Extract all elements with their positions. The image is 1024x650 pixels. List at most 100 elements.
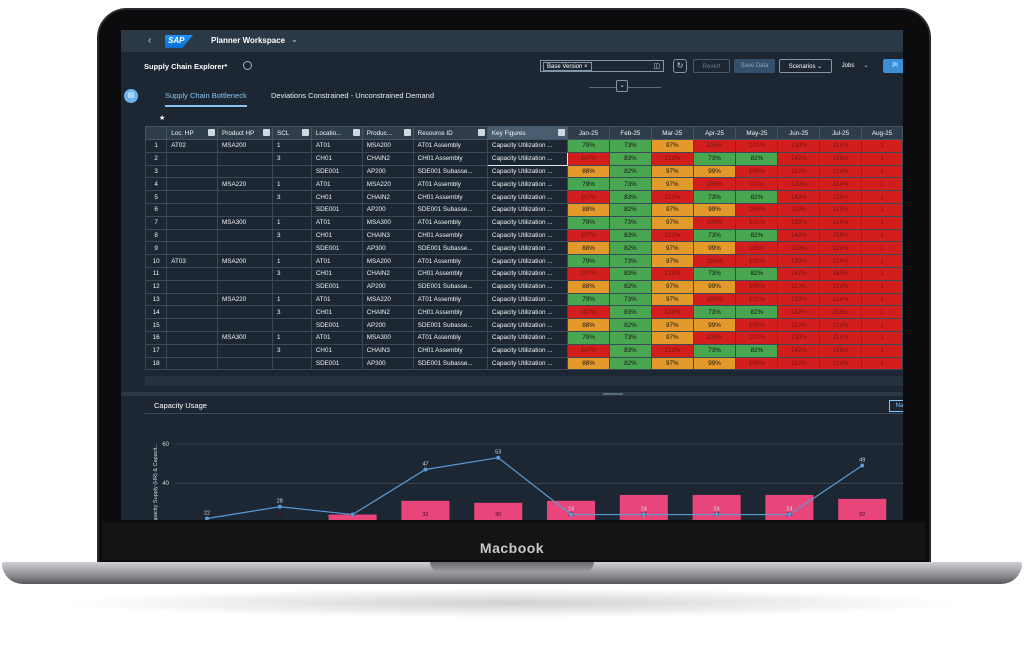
month-value-cell[interactable]: 101% [735, 139, 779, 153]
product-hp-cell[interactable]: MSA220 [217, 177, 274, 192]
month-value-cell[interactable]: 99% [692, 241, 737, 256]
refresh-button[interactable]: ↻ [673, 59, 687, 73]
scl-cell[interactable]: 1 [272, 292, 312, 307]
resource-cell[interactable]: SDE001 Subasse... [412, 202, 488, 217]
month-value-cell[interactable]: 73% [692, 343, 737, 358]
location-cell[interactable]: AT01 [310, 139, 363, 153]
scl-cell[interactable]: 1 [272, 254, 312, 268]
month-value-cell[interactable]: 1 [860, 356, 903, 371]
resource-cell[interactable]: AT01 Assembly [412, 177, 488, 192]
location-cell[interactable]: CH01 [310, 343, 363, 358]
month-value-cell[interactable]: 1 [860, 330, 903, 345]
month-value-cell[interactable]: 122% [650, 190, 694, 204]
location-cell[interactable]: CH01 [310, 151, 363, 166]
month-value-cell[interactable]: 107% [567, 343, 610, 358]
location-cell[interactable]: SDE001 [310, 279, 363, 294]
month-value-cell[interactable]: 101% [735, 330, 779, 345]
table-row[interactable]: 18 SDE001 AP300 SDE001 Subasse... Capacity U… [145, 356, 903, 371]
table-row[interactable]: 13 MSA220 1 AT01 MSA220 AT01 Assembly Capacity… [145, 292, 903, 307]
scl-cell[interactable]: 3 [272, 190, 312, 204]
product-hp-cell[interactable] [217, 305, 274, 320]
month-value-cell[interactable]: 107% [567, 190, 610, 204]
month-value-cell[interactable]: 1 [860, 305, 903, 320]
key-figure-cell[interactable]: Capacity Utilization ... [486, 190, 569, 204]
month-value-cell[interactable]: 1 [860, 202, 903, 217]
product-hp-cell[interactable]: MSA200 [217, 139, 274, 153]
resource-cell[interactable]: AT01 Assembly [412, 292, 488, 307]
product-hp-cell[interactable]: MSA300 [217, 215, 274, 230]
save-data-button[interactable]: Save Data [734, 59, 775, 73]
key-figure-cell[interactable]: Capacity Utilization ... [486, 164, 569, 179]
product-cell[interactable]: CHAIN2 [361, 190, 414, 204]
table-row[interactable]: 1 AT02 MSA200 1 AT01 MSA200 AT01 Assembly Capac… [145, 139, 903, 153]
product-cell[interactable]: CHAIN2 [361, 266, 414, 281]
month-value-cell[interactable]: 97% [650, 177, 694, 192]
table-row[interactable]: 15 SDE001 AP200 SDE001 Subasse... Capacity U… [145, 318, 903, 332]
month-value-cell[interactable]: 101% [735, 292, 779, 307]
tab-supply-chain-bottleneck[interactable]: Supply Chain Bottleneck [165, 91, 247, 107]
location-cell[interactable]: AT01 [310, 254, 363, 268]
back-chevron-icon[interactable]: ‹ [148, 35, 152, 46]
key-figure-cell[interactable]: Capacity Utilization ... [486, 139, 569, 153]
month-value-cell[interactable]: 73% [608, 292, 652, 307]
month-value-cell[interactable]: 142% [777, 228, 821, 243]
table-row[interactable]: 8 3 CH01 CHAIN3 CH01 Assembly Capacity Utiliz… [145, 228, 903, 243]
table-row[interactable]: 6 SDE001 AP200 SDE001 Subasse... Capacity Ut… [145, 202, 903, 217]
month-value-cell[interactable]: 82% [735, 305, 779, 320]
product-cell[interactable]: AP200 [361, 279, 414, 294]
product-cell[interactable]: AP300 [361, 241, 414, 256]
month-value-cell[interactable]: 119% [819, 356, 862, 371]
key-figure-cell[interactable]: Capacity Utilization ... [486, 254, 569, 268]
month-value-cell[interactable]: 142% [777, 190, 821, 204]
column-header[interactable]: Locatio... [310, 126, 363, 140]
month-value-cell[interactable]: 99% [692, 356, 737, 371]
month-value-cell[interactable]: 73% [608, 215, 652, 230]
favorite-star-icon[interactable]: ★ [159, 115, 166, 122]
month-value-cell[interactable]: 107% [567, 228, 610, 243]
month-value-cell[interactable]: 97% [650, 356, 694, 371]
month-value-cell[interactable]: 114% [819, 215, 862, 230]
product-hp-cell[interactable]: MSA300 [217, 330, 274, 345]
month-value-cell[interactable]: 105% [735, 241, 779, 256]
view-settings-icon[interactable] [243, 61, 252, 70]
month-value-cell[interactable]: 82% [735, 228, 779, 243]
month-value-cell[interactable]: 119% [819, 164, 862, 179]
key-figure-cell[interactable]: Capacity Utilization ... [486, 343, 569, 358]
month-value-cell[interactable]: 105% [735, 202, 779, 217]
scl-cell[interactable]: 1 [272, 330, 312, 345]
month-value-cell[interactable]: 107% [567, 151, 610, 166]
month-value-cell[interactable]: 73% [692, 305, 737, 320]
product-cell[interactable]: AP300 [361, 356, 414, 371]
month-value-cell[interactable]: 122% [650, 305, 694, 320]
table-row[interactable]: 16 MSA300 1 AT01 MSA300 AT01 Assembly Capacity… [145, 330, 903, 345]
month-value-cell[interactable]: 1 [860, 279, 903, 294]
location-cell[interactable]: CH01 [310, 190, 363, 204]
key-figure-cell[interactable]: Capacity Utilization ... [486, 305, 569, 320]
scl-cell[interactable]: 3 [272, 305, 312, 320]
month-value-cell[interactable]: 79% [567, 292, 610, 307]
month-header[interactable]: Feb-25 [608, 126, 652, 140]
resource-cell[interactable]: AT01 Assembly [412, 215, 488, 230]
month-value-cell[interactable]: 83% [608, 151, 652, 166]
resource-cell[interactable]: CH01 Assembly [412, 190, 488, 204]
month-value-cell[interactable]: 73% [608, 139, 652, 153]
loc-hp-cell[interactable] [166, 343, 219, 358]
location-cell[interactable]: CH01 [310, 305, 363, 320]
product-hp-cell[interactable] [217, 228, 274, 243]
product-cell[interactable]: CHAIN2 [361, 305, 414, 320]
filter-icon[interactable] [477, 129, 485, 136]
location-cell[interactable]: SDE001 [310, 241, 363, 256]
location-cell[interactable]: AT01 [310, 292, 363, 307]
month-value-cell[interactable]: 1 [860, 318, 903, 332]
month-value-cell[interactable]: 83% [608, 343, 652, 358]
month-value-cell[interactable]: 105% [735, 318, 779, 332]
product-hp-cell[interactable] [217, 202, 274, 217]
month-value-cell[interactable]: 105% [692, 139, 737, 153]
month-value-cell[interactable]: 122% [650, 343, 694, 358]
key-figure-cell[interactable]: Capacity Utilization ... [486, 228, 569, 243]
scl-cell[interactable]: 3 [272, 343, 312, 358]
month-value-cell[interactable]: 142% [777, 343, 821, 358]
product-cell[interactable]: MSA200 [361, 139, 414, 153]
month-value-cell[interactable]: 1 [860, 228, 903, 243]
location-cell[interactable]: SDE001 [310, 164, 363, 179]
